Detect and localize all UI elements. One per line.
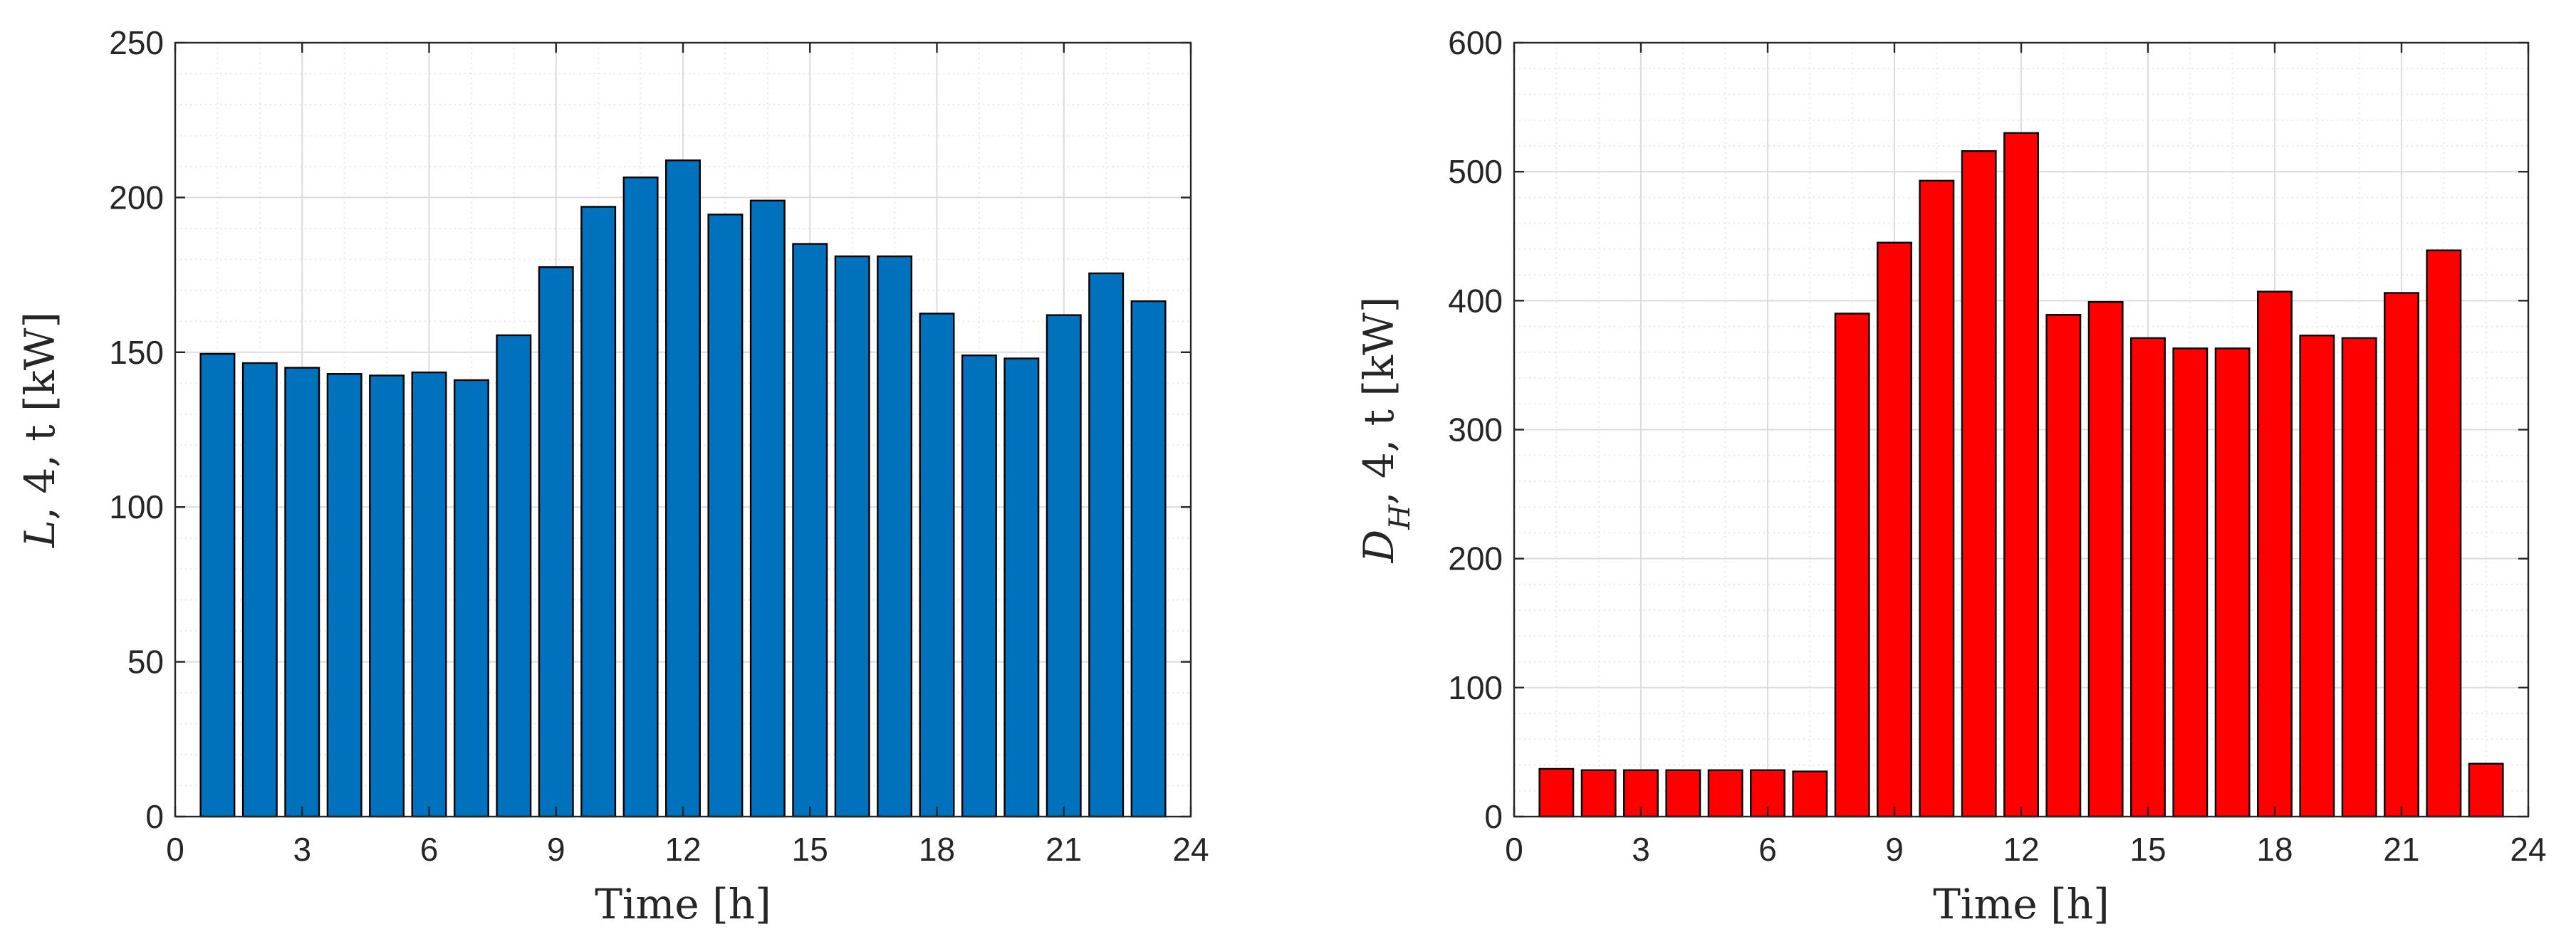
- bars: [1538, 132, 2504, 818]
- bar: [792, 243, 828, 818]
- x-axis-label: Time [h]: [1933, 880, 2110, 928]
- x-tick-label: 12: [664, 831, 701, 868]
- bar: [1665, 769, 1701, 818]
- x-tick-label: 6: [420, 831, 439, 868]
- bar: [1045, 314, 1082, 818]
- x-tick-label: 0: [1505, 831, 1523, 868]
- y-tick-label: 200: [109, 179, 164, 216]
- bar: [1580, 769, 1617, 818]
- x-tick-label: 15: [792, 831, 828, 868]
- bar: [665, 159, 701, 818]
- ticks: 0 50 100 150 200 250 0 3 6 9 12 15 18 21 24: [109, 24, 1209, 868]
- x-tick-label: 12: [2003, 831, 2039, 868]
- y-tick-label: 100: [1448, 669, 1503, 706]
- y-tick-label: 200: [1448, 540, 1503, 577]
- chart-panel-load: 0 50 100 150 200 250 0 3 6 9 12 15 18 21 24 L, 4, t [k…: [16, 24, 1209, 928]
- bar: [1792, 770, 1828, 818]
- bar: [2257, 290, 2293, 818]
- bar: [2087, 300, 2124, 818]
- x-tick-label: 3: [1632, 831, 1650, 868]
- bar: [453, 379, 489, 818]
- x-tick-label: 18: [2256, 831, 2293, 868]
- bar: [1003, 357, 1040, 818]
- bar: [2384, 292, 2419, 818]
- x-axis-label: Time [h]: [595, 880, 771, 928]
- bar: [411, 371, 447, 818]
- bar: [284, 367, 320, 818]
- bar: [2299, 335, 2335, 818]
- bar: [2341, 337, 2377, 818]
- y-tick-label: 500: [1448, 153, 1503, 190]
- bar: [326, 373, 363, 818]
- bar: [1707, 769, 1743, 818]
- bar: [369, 374, 405, 818]
- bar: [2045, 314, 2082, 818]
- bar: [622, 176, 659, 818]
- x-tick-label: 9: [1885, 831, 1904, 868]
- y-tick-label: 150: [109, 334, 164, 371]
- bar: [2214, 347, 2251, 818]
- y-tick-label: 0: [1484, 798, 1503, 835]
- bar: [2426, 249, 2462, 818]
- x-tick-label: 21: [2383, 831, 2419, 868]
- bar: [1919, 179, 1955, 818]
- bar: [1088, 272, 1125, 818]
- bar: [961, 354, 997, 818]
- bar: [749, 199, 786, 818]
- bar: [834, 255, 870, 818]
- x-tick-label: 6: [1758, 831, 1777, 868]
- y-axis-label: L, 4, t [kW]: [16, 312, 64, 548]
- bar: [538, 266, 574, 818]
- chart-panel-heat-demand: 0 100 200 300 400 500 600 0 3 6 9 12 15 18 21 24 DH, 4,…: [1355, 24, 2547, 928]
- y-tick-label: 250: [109, 24, 164, 61]
- x-tick-label: 9: [547, 831, 565, 868]
- x-tick-label: 0: [166, 831, 184, 868]
- y-tick-label: 50: [127, 644, 164, 681]
- y-tick-label: 100: [109, 488, 164, 525]
- y-tick-label: 400: [1448, 282, 1503, 319]
- bar: [496, 334, 532, 818]
- y-axis-label: DH, 4, t [kW]: [1355, 297, 1417, 564]
- x-tick-label: 21: [1045, 831, 1082, 868]
- x-tick-label: 18: [919, 831, 955, 868]
- bar: [241, 362, 278, 818]
- bar: [580, 206, 617, 818]
- bar: [919, 313, 955, 818]
- bar: [1130, 300, 1167, 818]
- bar: [1961, 150, 1997, 818]
- bar: [2172, 347, 2209, 818]
- bar: [1877, 241, 1912, 818]
- ticks: 0 100 200 300 400 500 600 0 3 6 9 12 15 18 21 24: [1448, 24, 2546, 868]
- x-tick-label: 3: [293, 831, 311, 868]
- x-tick-label: 24: [1172, 831, 1209, 868]
- y-tick-label: 0: [145, 798, 164, 835]
- x-tick-label: 24: [2510, 831, 2546, 868]
- bar: [877, 255, 913, 818]
- bar: [707, 214, 744, 818]
- y-tick-label: 600: [1448, 24, 1503, 61]
- bar: [1834, 313, 1870, 818]
- x-tick-label: 15: [2129, 831, 2166, 868]
- bars: [199, 159, 1167, 818]
- bar: [2468, 762, 2504, 818]
- bar: [2130, 337, 2166, 818]
- y-tick-label: 300: [1448, 411, 1503, 449]
- bar: [1538, 767, 1575, 818]
- bar: [2003, 132, 2039, 818]
- bar: [199, 352, 236, 818]
